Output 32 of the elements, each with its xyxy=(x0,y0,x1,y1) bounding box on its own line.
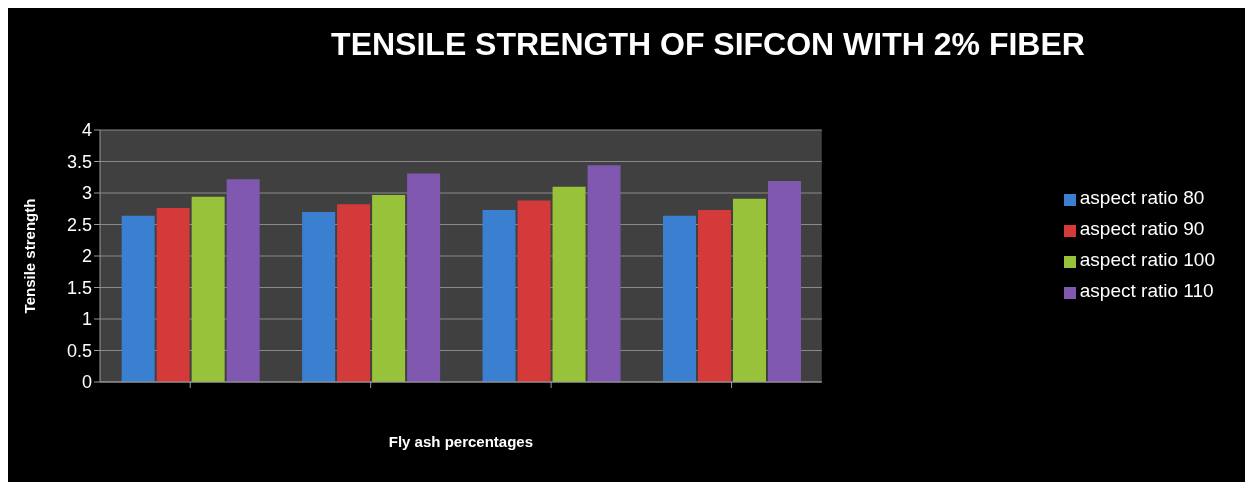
legend-label: aspect ratio 80 xyxy=(1079,187,1205,208)
bar xyxy=(372,194,406,382)
chart-title: TENSILE STRENGTH OF SIFCON WITH 2% FIBER xyxy=(330,26,1086,63)
bar xyxy=(587,165,621,382)
legend-label: aspect ratio 110 xyxy=(1079,280,1214,301)
bar xyxy=(156,208,190,382)
y-axis-title: Tensile strength xyxy=(21,198,39,314)
bar xyxy=(733,198,766,382)
bar xyxy=(302,211,336,382)
bar xyxy=(517,200,551,382)
bar xyxy=(121,215,155,382)
bar xyxy=(552,186,586,382)
bar xyxy=(226,179,260,382)
bar xyxy=(337,204,371,382)
bar xyxy=(663,215,696,382)
y-tick-label: 3.5 xyxy=(66,151,92,172)
y-tick-label: 0.5 xyxy=(66,340,92,361)
x-axis-title: Fly ash percentages xyxy=(388,433,534,450)
bar xyxy=(768,181,801,382)
y-tick-label: 4 xyxy=(81,120,92,141)
y-tick-label: 2 xyxy=(81,246,92,267)
y-tick-label: 0 xyxy=(81,372,92,393)
y-tick-label: 3 xyxy=(81,183,92,204)
y-tick-label: 1.5 xyxy=(66,277,92,298)
y-tick-label: 2.5 xyxy=(66,214,92,235)
bar xyxy=(698,210,731,382)
legend-label: aspect ratio 90 xyxy=(1079,218,1205,239)
bar xyxy=(407,173,441,382)
y-tick-label: 1 xyxy=(81,309,92,330)
legend-label: aspect ratio 100 xyxy=(1079,249,1215,270)
bar xyxy=(482,210,516,382)
bar xyxy=(191,196,225,382)
